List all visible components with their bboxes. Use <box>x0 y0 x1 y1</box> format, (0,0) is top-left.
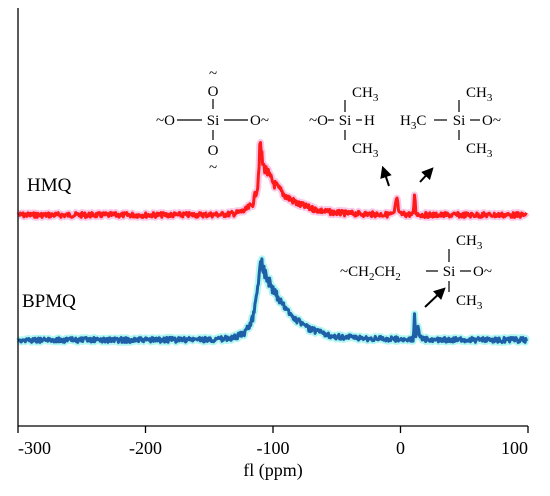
x-axis-title: fl (ppm) <box>243 460 302 481</box>
bp-silicon: Si <box>443 264 456 280</box>
series-layer <box>15 139 530 346</box>
m-top-methyl: CH3 <box>466 85 493 104</box>
x-tick-label: 0 <box>396 438 405 458</box>
q-silicon: Si <box>207 113 220 129</box>
bp-right-group: O~ <box>473 264 492 280</box>
hsi-hydrogen: H <box>364 113 375 129</box>
bp-left-group: ~CH2CH2 <box>340 264 401 283</box>
x-tick-label: -200 <box>129 438 162 458</box>
q-bottom-oxygen: O <box>208 143 219 159</box>
hsi-top-methyl: CH3 <box>352 85 379 104</box>
series-label-bpmq: BPMQ <box>22 291 76 312</box>
series-line-hmq <box>18 141 528 219</box>
m-right-group: O~ <box>482 113 501 129</box>
x-tick-label: -100 <box>257 438 290 458</box>
m-bottom-methyl: CH3 <box>466 141 493 160</box>
m-unit-structure: CH3 H3C Si O~ CH3 <box>400 85 501 160</box>
q-left-group: ~O <box>156 113 175 129</box>
tick-layer: -300 -200 -100 0 100 <box>17 426 529 458</box>
bp-unit-arrow <box>424 287 446 308</box>
m-unit-arrow <box>419 167 434 183</box>
series-label-hmq: HMQ <box>27 175 72 196</box>
bp-unit-structure: CH3 ~CH2CH2 Si O~ CH3 <box>340 233 492 312</box>
hsi-left-group: ~O <box>309 113 328 129</box>
m-silicon: Si <box>453 113 466 129</box>
series-line-bpmq <box>17 257 528 344</box>
q-unit-structure: ~ O ~O Si O~ O ~ <box>156 66 269 176</box>
x-tick-label: 100 <box>501 438 528 458</box>
q-bottom-bond: ~ <box>209 160 217 176</box>
x-tick-label: -300 <box>18 438 51 458</box>
q-top-oxygen: O <box>208 84 219 100</box>
bp-top-methyl: CH3 <box>456 233 483 252</box>
hsi-silicon: Si <box>339 113 352 129</box>
bp-bottom-methyl: CH3 <box>456 293 483 312</box>
q-right-group: O~ <box>250 113 269 129</box>
hsi-structure: CH3 ~O Si H CH3 <box>309 85 379 160</box>
hsi-arrow <box>380 165 392 187</box>
hsi-bottom-methyl: CH3 <box>352 141 379 160</box>
m-left-group: H3C <box>400 113 426 132</box>
q-top-bond: ~ <box>209 66 217 82</box>
